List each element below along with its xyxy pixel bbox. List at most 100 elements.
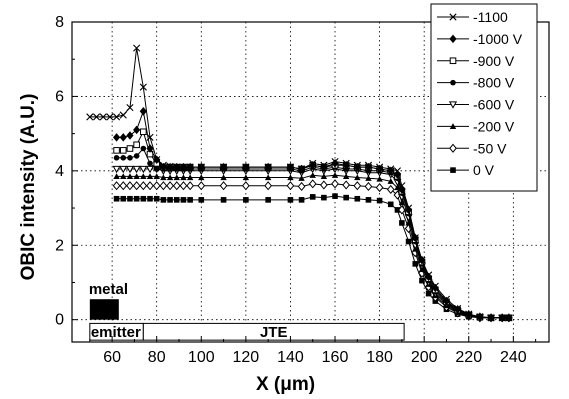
data-point	[298, 197, 305, 203]
data-point	[398, 182, 406, 190]
x-tick-label: 140	[277, 349, 304, 366]
data-point	[399, 220, 405, 226]
data-point	[425, 271, 433, 279]
jte-region	[142, 322, 405, 341]
y-tick-label: 8	[55, 14, 64, 31]
region-annotations: metal emitter JTE	[89, 281, 405, 341]
data-point	[450, 79, 456, 86]
data-point	[133, 153, 140, 159]
data-point	[125, 165, 134, 174]
data-point	[265, 197, 271, 203]
x-axis-title: X (μm)	[256, 374, 315, 395]
data-point	[320, 161, 328, 169]
data-point	[411, 234, 419, 242]
data-point	[343, 194, 349, 201]
data-point	[264, 181, 273, 191]
data-point	[113, 155, 120, 161]
data-point	[387, 165, 395, 173]
data-point	[365, 175, 372, 181]
data-point	[476, 313, 484, 321]
data-point	[146, 173, 154, 180]
legend-entry: -1000 V	[437, 31, 523, 47]
data-point	[353, 181, 362, 191]
data-point	[126, 131, 134, 140]
series-line	[116, 174, 509, 319]
data-point	[99, 113, 107, 121]
data-point	[264, 163, 272, 171]
data-point	[112, 165, 121, 174]
data-point	[387, 178, 394, 184]
legend-label: -800 V	[473, 75, 515, 91]
data-point	[167, 197, 173, 203]
data-point	[450, 167, 456, 173]
data-point	[354, 174, 361, 181]
data-point	[342, 159, 350, 167]
data-point	[425, 290, 432, 297]
data-point	[159, 181, 168, 191]
data-point	[120, 173, 127, 180]
data-point	[449, 143, 457, 153]
data-point	[198, 197, 205, 203]
data-point	[126, 173, 134, 180]
data-point	[146, 144, 154, 153]
data-point	[126, 181, 134, 191]
data-point	[297, 181, 306, 192]
x-tick-label: 100	[188, 349, 215, 366]
data-point	[139, 107, 147, 116]
grid	[72, 21, 549, 342]
data-point	[173, 174, 180, 181]
data-point	[119, 165, 128, 174]
y-tick-label: 0	[55, 312, 64, 329]
data-point	[448, 101, 458, 109]
data-point	[180, 197, 187, 203]
y-tick-label: 4	[55, 163, 64, 180]
x-tick-label: 80	[148, 349, 166, 366]
data-point	[179, 163, 188, 171]
jte-label: JTE	[260, 324, 288, 341]
y-tick-label: 2	[55, 237, 64, 254]
data-point	[153, 156, 161, 164]
data-point	[112, 133, 121, 142]
data-point	[331, 179, 339, 189]
data-point	[187, 197, 193, 203]
data-point	[498, 314, 506, 322]
data-point	[332, 193, 338, 199]
x-tick-label: 180	[366, 349, 393, 366]
data-point	[425, 272, 433, 282]
series-line	[116, 183, 509, 319]
data-point	[320, 173, 328, 180]
data-point	[146, 133, 154, 141]
legend-entry: 0 V	[437, 162, 495, 178]
plot-frame	[71, 21, 550, 343]
data-point	[119, 111, 127, 119]
data-point	[364, 161, 373, 169]
data-point	[197, 181, 206, 191]
data-point	[286, 181, 295, 191]
data-point	[159, 161, 167, 169]
data-point	[309, 159, 317, 167]
x-tick-label: 160	[322, 349, 349, 366]
data-point	[242, 181, 250, 191]
x-tick-label: 120	[233, 349, 260, 366]
data-series	[86, 44, 513, 323]
data-point	[146, 181, 154, 191]
data-point	[119, 181, 128, 191]
data-point	[133, 195, 140, 202]
axes: 60 80 100 120 140 160 180 200 220 240 0 2 4 6 8 X (μm) O…	[18, 14, 550, 395]
legend-label: -200 V	[473, 118, 515, 134]
data-point	[442, 296, 451, 306]
x-tick-label: 220	[455, 349, 482, 366]
data-point	[287, 197, 294, 203]
data-point	[198, 174, 205, 181]
data-point	[365, 197, 372, 203]
metal-label: metal	[89, 281, 128, 298]
data-point	[113, 147, 120, 154]
data-point	[449, 123, 457, 129]
data-point	[140, 173, 147, 180]
data-point	[120, 155, 127, 161]
data-point	[487, 314, 495, 322]
data-point	[331, 157, 339, 166]
data-point	[147, 160, 153, 167]
data-point	[153, 166, 160, 172]
series-line	[116, 195, 509, 319]
